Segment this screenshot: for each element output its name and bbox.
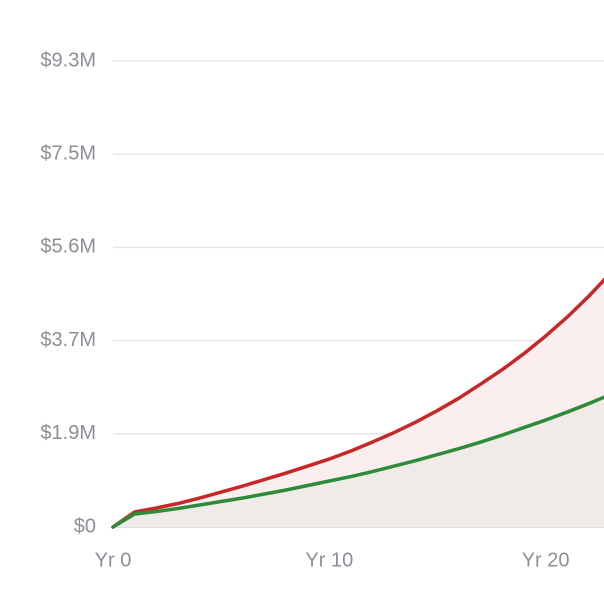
y-tick-label: $1.9M [40, 422, 96, 444]
series-line [111, 395, 604, 529]
x-tick-label: Yr 20 [522, 549, 570, 571]
y-tick-label: $5.6M [40, 236, 96, 258]
y-tick-label: $7.5M [40, 142, 96, 164]
series-line [111, 277, 604, 529]
y-tick-label: $0 [74, 515, 96, 537]
plot-area [111, 277, 604, 529]
y-tick-label: $9.3M [40, 49, 96, 71]
y-tick-label: $3.7M [40, 329, 96, 351]
x-tick-label: Yr 0 [95, 549, 132, 571]
x-tick-label: Yr 10 [305, 549, 353, 571]
area-fill [113, 397, 604, 527]
